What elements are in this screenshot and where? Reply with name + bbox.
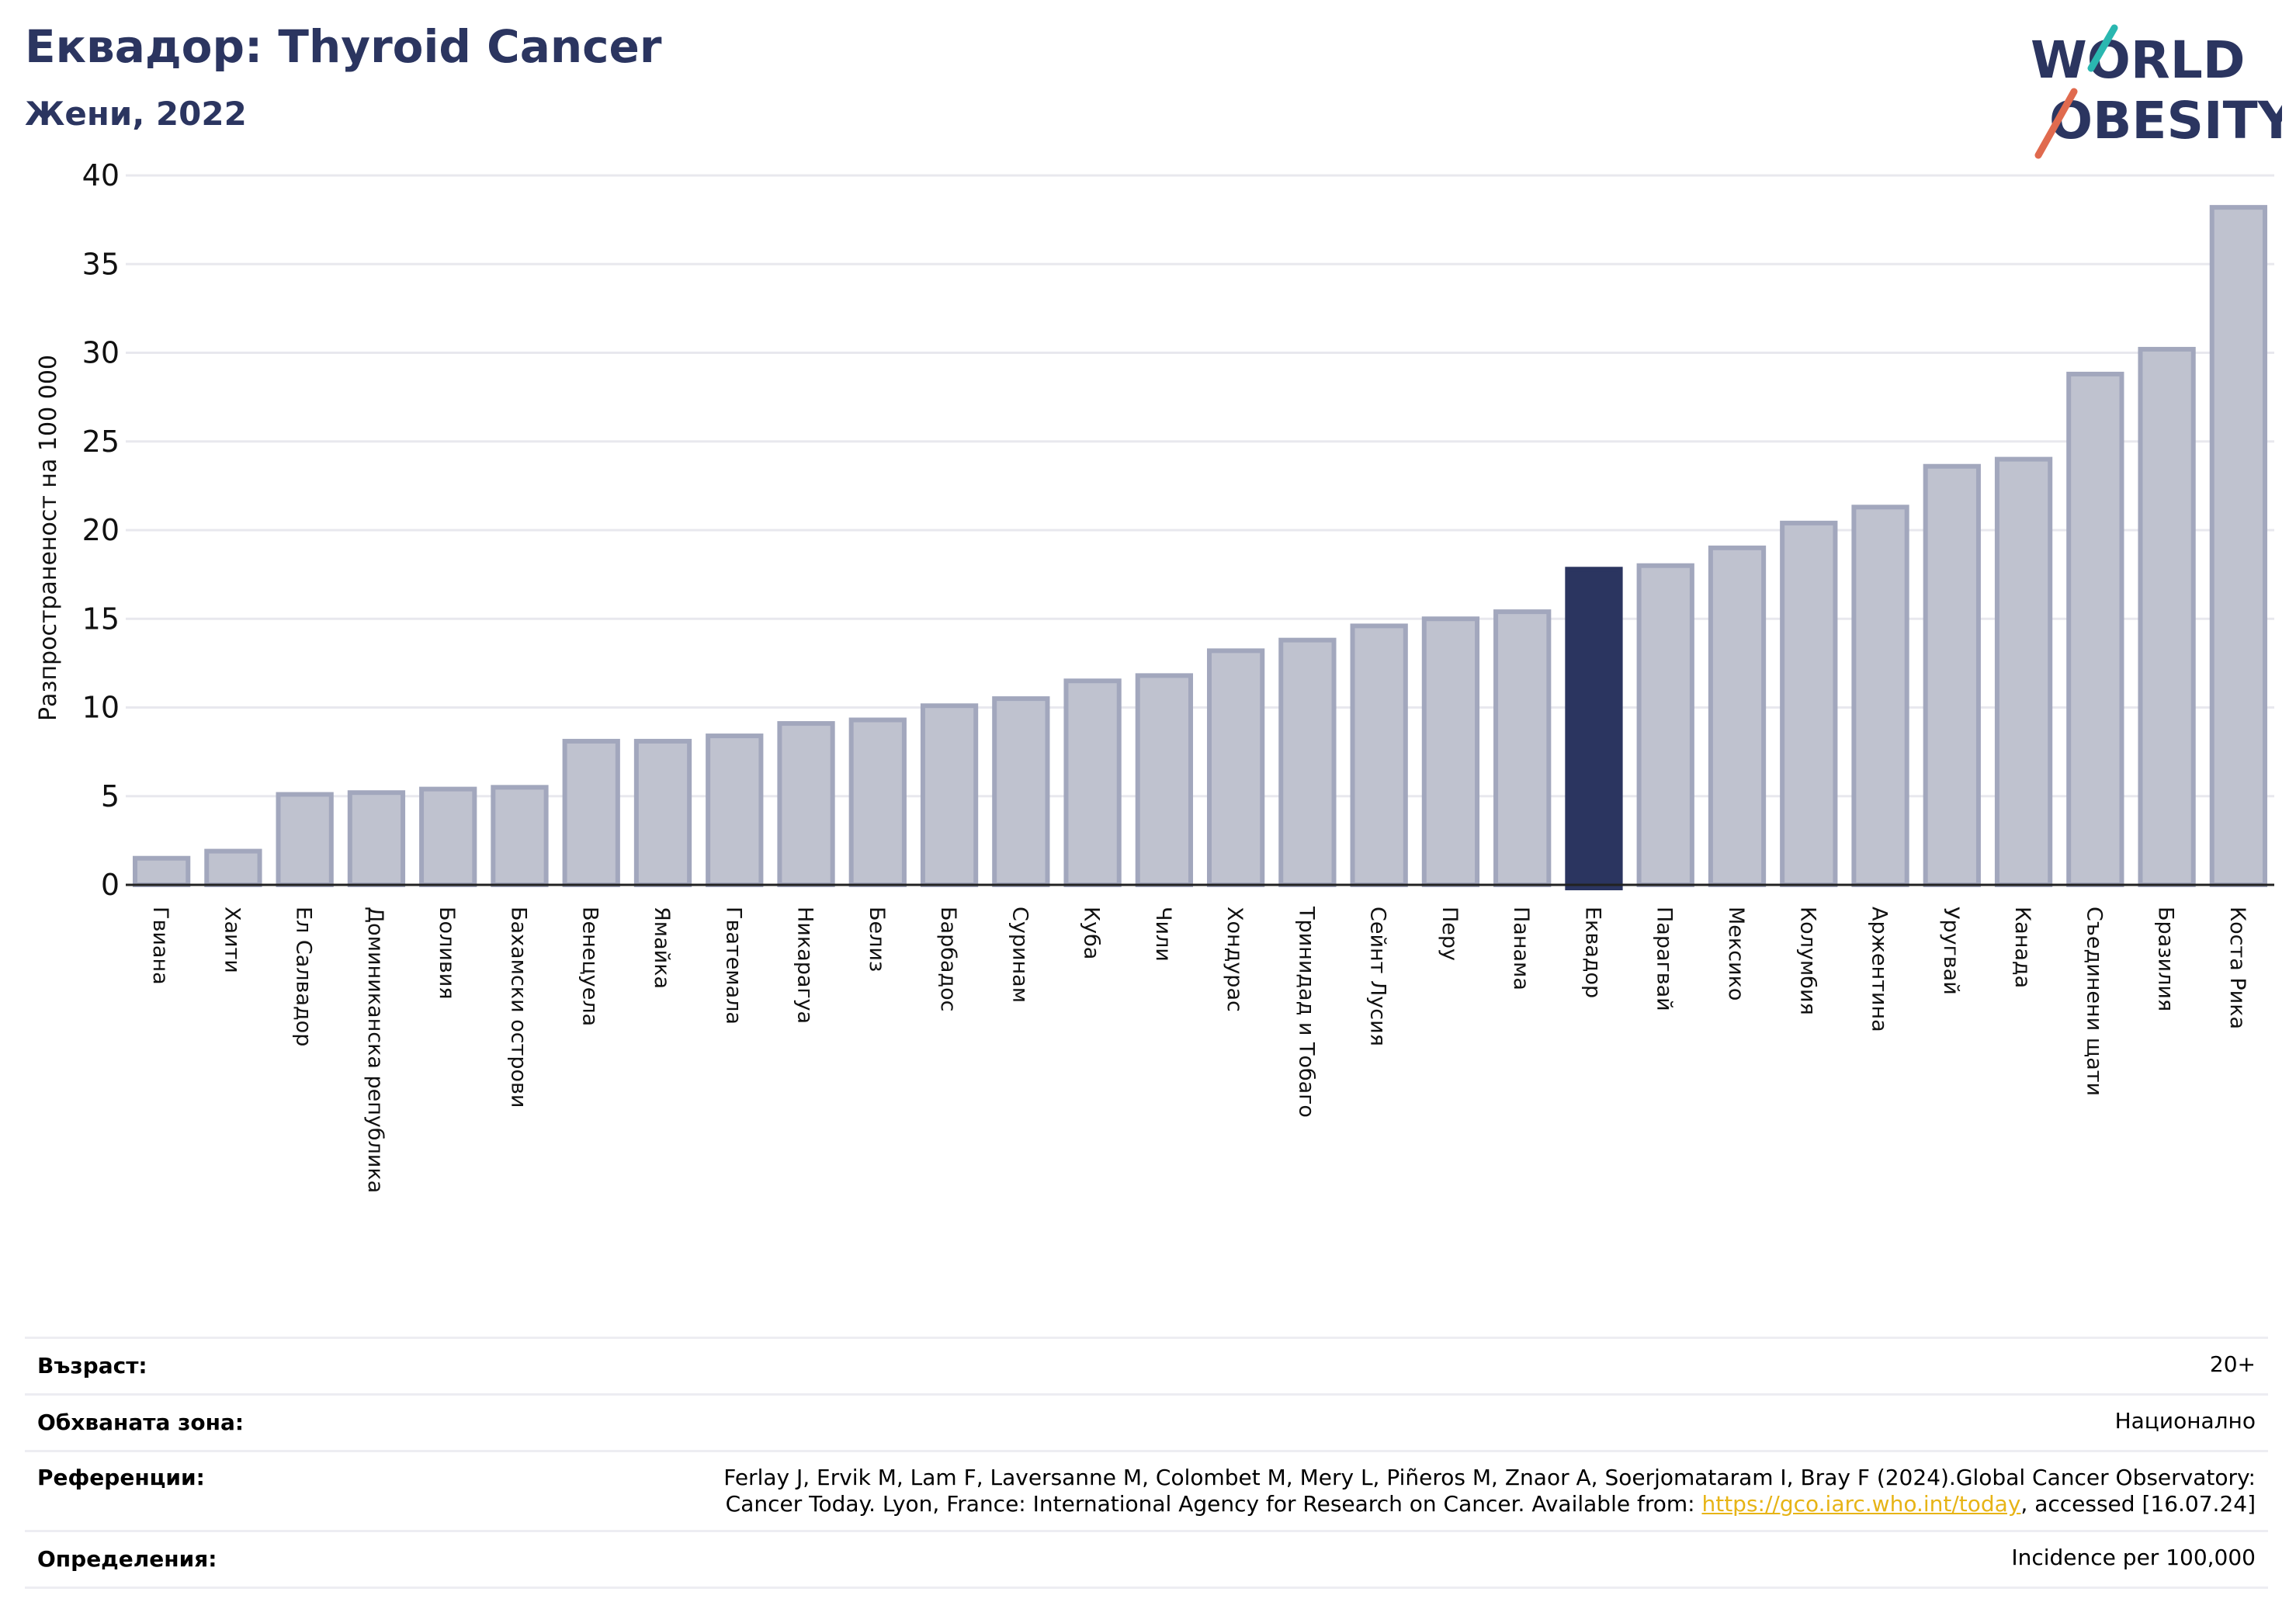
x-tick-label: Хаити	[220, 907, 244, 973]
x-tick-label: Бахамски острови	[506, 907, 530, 1108]
y-tick-label: 25	[82, 425, 120, 459]
logo-teal-slash	[2087, 24, 2118, 72]
x-tick-label: Съединени щати	[2082, 907, 2106, 1096]
x-tick-label: Гвиана	[148, 907, 172, 985]
info-row-coverage: Обхваната зона: Национално	[25, 1393, 2268, 1450]
x-tick-label: Колумбия	[1795, 907, 1819, 1015]
logo-line-2: OBESITY	[2049, 91, 2282, 151]
references-text: Cancer Today. Lyon, France: Internationa…	[725, 1491, 1702, 1517]
info-row-definitions: Определения: Incidence per 100,000	[25, 1530, 2268, 1589]
x-tick-label: Бразилия	[2154, 907, 2178, 1011]
x-tick-labels: Гвиана Хаити Ел Салвадор Доминиканска репуб…	[148, 906, 2249, 1193]
references-value: Ferlay J, Ervik M, Lam F, Laversanne M, …	[723, 1465, 2256, 1517]
coverage-label: Обхваната зона:	[37, 1410, 245, 1435]
x-tick-label: Парагвай	[1653, 907, 1677, 1011]
bar-chart: 0 5 10 15 20 25 30 35 40 Гвиана Хаити Ел Салвадор Д…	[35, 158, 2274, 1193]
page-subtitle: Жени, 2022	[25, 95, 247, 133]
world-obesity-logo: WORLD OBESITY	[2031, 24, 2282, 159]
bar	[2138, 346, 2196, 887]
bar	[204, 848, 262, 887]
y-tick-label: 35	[82, 247, 120, 281]
logo-line-1: WORLD	[2031, 30, 2246, 90]
bar	[633, 738, 692, 887]
x-tick-label: Панама	[1509, 907, 1533, 990]
bar	[276, 792, 334, 888]
x-tick-label: Доминиканска република	[363, 907, 387, 1193]
bar	[1206, 648, 1265, 887]
references-link[interactable]: https://gco.iarc.who.int/today	[1701, 1491, 2021, 1517]
y-tick-label: 0	[101, 868, 120, 902]
bar	[1994, 456, 2053, 887]
y-tick-label: 40	[82, 158, 120, 192]
bar	[777, 721, 835, 887]
bar	[1350, 623, 1408, 887]
y-tick-labels: 0 5 10 15 20 25 30 35 40	[82, 158, 120, 902]
bar	[491, 785, 549, 888]
bar	[1636, 563, 1694, 887]
bar	[2209, 205, 2268, 887]
bar	[1278, 637, 1337, 887]
bar	[347, 790, 406, 887]
x-tick-label: Ямайка	[650, 907, 674, 989]
x-tick-label: Хондурас	[1223, 907, 1247, 1012]
x-tick-label: Аржентина	[1868, 907, 1892, 1032]
page-title: Еквадор: Thyroid Cancer	[25, 20, 662, 73]
bar	[1135, 673, 1194, 887]
y-tick-label: 5	[101, 779, 120, 813]
definitions-label: Определения:	[37, 1546, 217, 1572]
x-tick-label: Перу	[1438, 907, 1462, 961]
bar	[1421, 616, 1480, 887]
bar	[1923, 463, 1981, 887]
x-tick-label: Еквадор	[1580, 907, 1604, 998]
bar	[920, 703, 979, 888]
info-row-references: Референции: Ferlay J, Ervik M, Lam F, La…	[25, 1450, 2268, 1530]
x-tick-label: Коста Рика	[2225, 907, 2249, 1029]
x-tick-label: Барбадос	[936, 907, 960, 1011]
bar	[848, 717, 907, 887]
bar	[2066, 371, 2124, 888]
info-table: Възраст: 20+ Обхваната зона: Национално …	[25, 1337, 2268, 1589]
bar	[992, 696, 1050, 888]
coverage-value: Национално	[2114, 1408, 2256, 1434]
x-tick-label: Венецуела	[578, 907, 602, 1026]
bar	[419, 786, 477, 887]
x-tick-label: Никарагуа	[793, 907, 817, 1024]
info-row-age: Възраст: 20+	[25, 1337, 2268, 1393]
references-line-2: Cancer Today. Lyon, France: Internationa…	[723, 1491, 2256, 1517]
references-line-1: Ferlay J, Ervik M, Lam F, Laversanne M, …	[723, 1465, 2256, 1490]
x-tick-label: Куба	[1080, 907, 1104, 959]
age-label: Възраст:	[37, 1353, 147, 1379]
bar	[1063, 678, 1122, 887]
x-tick-label: Тринидад и Тобаго	[1294, 906, 1318, 1118]
x-tick-label: Белиз	[865, 907, 889, 972]
age-value: 20+	[2209, 1351, 2256, 1377]
x-tick-label: Уругвай	[1939, 907, 1963, 995]
bar	[1493, 609, 1552, 887]
y-tick-label: 20	[82, 513, 120, 547]
y-tick-label: 30	[82, 336, 120, 370]
references-accessed: , accessed [16.07.24]	[2020, 1491, 2256, 1517]
references-label: Референции:	[37, 1465, 205, 1490]
x-tick-label: Мексико	[1724, 907, 1748, 1001]
bar	[1708, 545, 1767, 887]
bar	[132, 855, 191, 887]
x-tick-label: Суринам	[1008, 907, 1032, 1003]
logo-red-slash	[2034, 88, 2078, 159]
x-tick-label: Боливия	[435, 907, 459, 1000]
bar	[562, 738, 620, 887]
x-tick-label: Чили	[1151, 907, 1175, 962]
bar	[1780, 520, 1838, 887]
x-tick-label: Гватемала	[721, 907, 745, 1025]
definitions-value: Incidence per 100,000	[2011, 1545, 2256, 1570]
bar	[706, 733, 764, 887]
bars	[132, 205, 2268, 891]
x-tick-label: Сейнт Лусия	[1366, 907, 1390, 1046]
bar	[1851, 505, 1909, 887]
x-tick-label: Ел Салвадор	[292, 907, 316, 1046]
y-tick-label: 10	[82, 691, 120, 725]
bar	[1565, 567, 1623, 891]
y-axis-label: Разпространеност на 100 000	[35, 355, 62, 721]
x-tick-label: Канада	[2010, 907, 2034, 988]
y-tick-label: 15	[82, 602, 120, 636]
